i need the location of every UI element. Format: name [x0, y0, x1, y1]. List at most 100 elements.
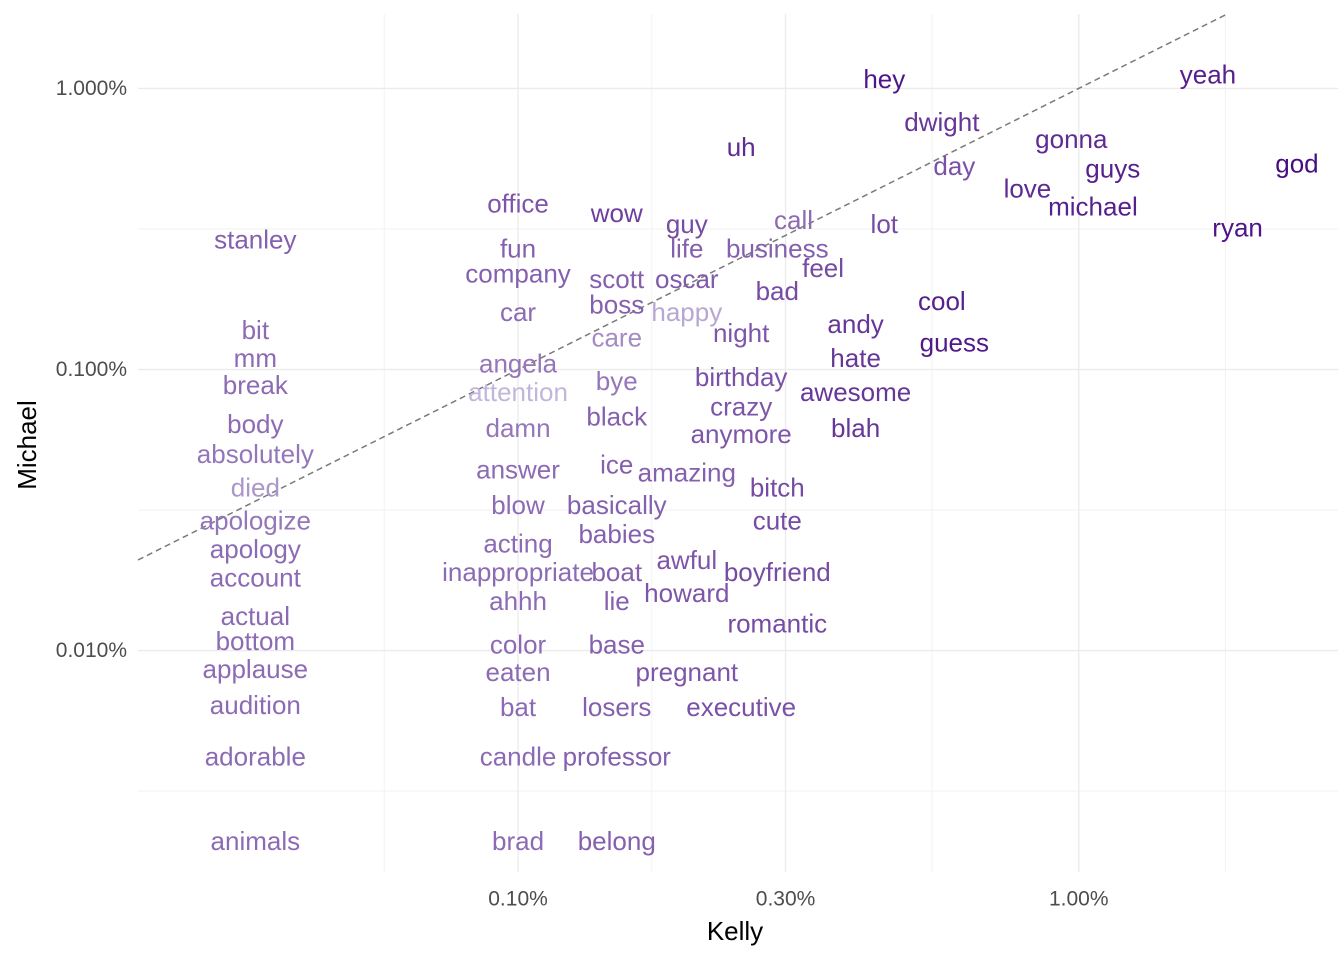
word-label-scott: scott: [589, 264, 645, 294]
word-label-hate: hate: [830, 343, 881, 373]
word-label-boss: boss: [589, 290, 644, 320]
word-label-guys: guys: [1085, 153, 1140, 183]
word-label-blow: blow: [491, 490, 545, 520]
word-label-cute: cute: [753, 506, 802, 536]
word-label-car: car: [500, 297, 536, 327]
y-axis-title: Michael: [12, 400, 42, 490]
word-label-hey: hey: [863, 64, 905, 94]
word-label-business: business: [726, 233, 829, 263]
word-label-andy: andy: [827, 309, 883, 339]
word-label-belong: belong: [578, 826, 656, 856]
word-label-black: black: [586, 402, 648, 432]
word-label-bit: bit: [242, 315, 270, 345]
word-label-company: company: [465, 258, 571, 288]
word-label-god: god: [1275, 149, 1318, 179]
word-label-guy: guy: [666, 209, 708, 239]
word-label-body: body: [227, 409, 283, 439]
word-label-bat: bat: [500, 692, 537, 722]
word-label-guess: guess: [920, 327, 989, 357]
word-label-mm: mm: [234, 343, 277, 373]
word-label-cool: cool: [918, 286, 966, 316]
word-label-bye: bye: [596, 366, 638, 396]
word-label-professor: professor: [563, 741, 672, 771]
word-label-audition: audition: [210, 690, 301, 720]
word-label-died: died: [231, 473, 280, 503]
word-label-happy: happy: [651, 297, 722, 327]
x-axis-title: Kelly: [707, 916, 763, 946]
word-label-uh: uh: [727, 132, 756, 162]
word-label-awesome: awesome: [800, 377, 911, 407]
word-label-animals: animals: [211, 826, 301, 856]
word-label-lot: lot: [871, 209, 899, 239]
word-label-ahhh: ahhh: [489, 586, 547, 616]
word-label-apology: apology: [210, 534, 301, 564]
word-label-anymore: anymore: [691, 419, 792, 449]
word-label-love: love: [1004, 174, 1052, 204]
word-label-gonna: gonna: [1035, 124, 1108, 154]
word-label-birthday: birthday: [695, 362, 788, 392]
word-label-pregnant: pregnant: [635, 657, 738, 687]
reference-line: [137, 13, 1228, 561]
word-label-care: care: [591, 322, 642, 352]
word-label-apologize: apologize: [200, 506, 311, 536]
word-label-dwight: dwight: [904, 107, 980, 137]
word-label-boyfriend: boyfriend: [724, 557, 831, 587]
word-label-eaten: eaten: [485, 657, 550, 687]
word-label-call: call: [774, 205, 813, 235]
word-label-crazy: crazy: [710, 391, 772, 421]
word-label-ryan: ryan: [1212, 213, 1263, 243]
word-label-bitch: bitch: [750, 473, 805, 503]
word-label-account: account: [210, 562, 302, 592]
word-label-attention: attention: [468, 377, 568, 407]
minor-gridlines: [138, 14, 1338, 872]
word-label-ice: ice: [600, 449, 633, 479]
word-label-awful: awful: [656, 545, 717, 575]
word-label-brad: brad: [492, 826, 544, 856]
word-label-day: day: [933, 151, 975, 181]
word-label-feel: feel: [802, 253, 844, 283]
word-label-absolutely: absolutely: [197, 439, 314, 469]
word-label-break: break: [223, 370, 289, 400]
word-label-answer: answer: [476, 455, 560, 485]
word-label-howard: howard: [644, 578, 729, 608]
word-label-yeah: yeah: [1180, 60, 1236, 90]
word-label-fun: fun: [500, 233, 536, 263]
y-tick-label: 0.100%: [56, 358, 127, 381]
y-axis-ticks: 0.010% 0.100% 1.000%: [56, 77, 127, 662]
reference-line-layer: [137, 13, 1228, 561]
word-label-base: base: [589, 630, 645, 660]
word-label-lie: lie: [604, 586, 630, 616]
word-label-applause: applause: [203, 654, 309, 684]
word-label-blah: blah: [831, 413, 880, 443]
word-label-babies: babies: [578, 519, 655, 549]
word-label-inappropriate: inappropriate: [442, 557, 594, 587]
word-label-acting: acting: [483, 529, 552, 559]
word-label-basically: basically: [567, 490, 667, 520]
y-tick-label: 1.000%: [56, 77, 127, 100]
word-label-romantic: romantic: [727, 608, 827, 638]
word-label-life: life: [670, 233, 703, 263]
word-label-oscar: oscar: [655, 264, 719, 294]
word-label-amazing: amazing: [638, 458, 736, 488]
word-label-actual: actual: [221, 601, 290, 631]
word-label-office: office: [487, 188, 549, 218]
word-label-adorable: adorable: [205, 741, 306, 771]
word-label-michael: michael: [1048, 192, 1138, 222]
word-label-color: color: [490, 630, 547, 660]
word-label-night: night: [713, 318, 770, 348]
major-gridlines: [138, 14, 1338, 872]
word-label-candle: candle: [480, 741, 557, 771]
word-label-stanley: stanley: [214, 225, 296, 255]
word-label-bad: bad: [756, 276, 799, 306]
word-label-bottom: bottom: [216, 626, 296, 656]
x-axis-ticks: 0.10% 0.30% 1.00%: [488, 888, 1108, 911]
word-label-damn: damn: [486, 413, 551, 443]
word-label-executive: executive: [686, 692, 796, 722]
x-tick-label: 1.00%: [1049, 888, 1109, 911]
x-tick-label: 0.30%: [756, 888, 816, 911]
x-tick-label: 0.10%: [488, 888, 548, 911]
word-label-boat: boat: [591, 557, 642, 587]
